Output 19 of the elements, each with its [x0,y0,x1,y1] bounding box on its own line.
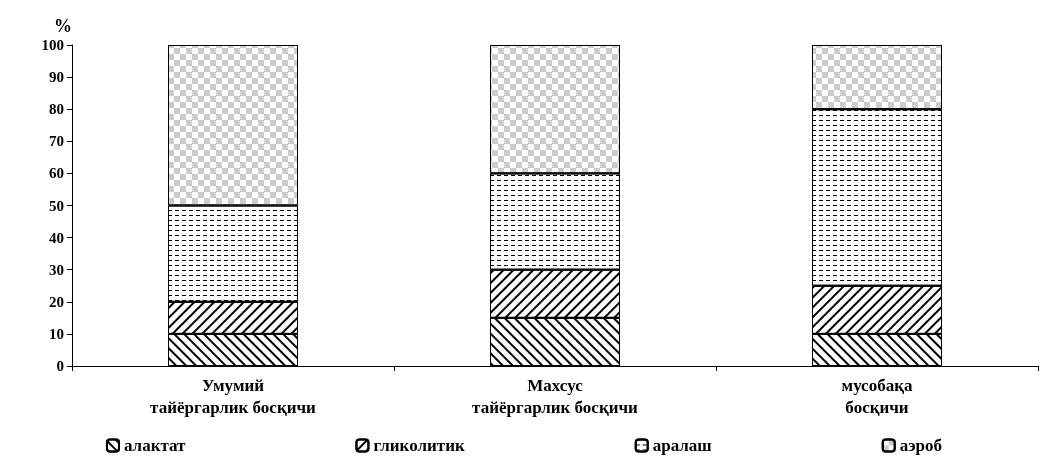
y-tick-label: 40 [49,229,64,246]
y-tick-label: 90 [49,69,64,86]
y-tick-label: 10 [49,325,64,342]
y-tick-label: 60 [49,165,64,182]
legend-label: аралаш [652,436,712,455]
x-tick-label: мусобақа босқичи [841,375,913,417]
y-tick-label: 70 [49,133,64,150]
legend-label: алактат [123,436,187,455]
y-tick-label: 20 [49,293,64,310]
legend-label: аэроб [899,436,943,455]
y-tick-label: 30 [49,261,64,278]
x-tick-label: Махсус тайёргарлик босқичи [472,375,639,417]
y-tick-label: 0 [56,358,64,374]
y-tick-label: 50 [49,197,64,214]
x-tick-label: Умумий тайёргарлик босқичи [150,375,317,417]
y-tick-label: 100 [41,37,64,53]
legend-label: гликолитик [373,436,465,455]
y-tick-label: 80 [49,101,64,118]
y-axis-title: % [54,16,72,36]
